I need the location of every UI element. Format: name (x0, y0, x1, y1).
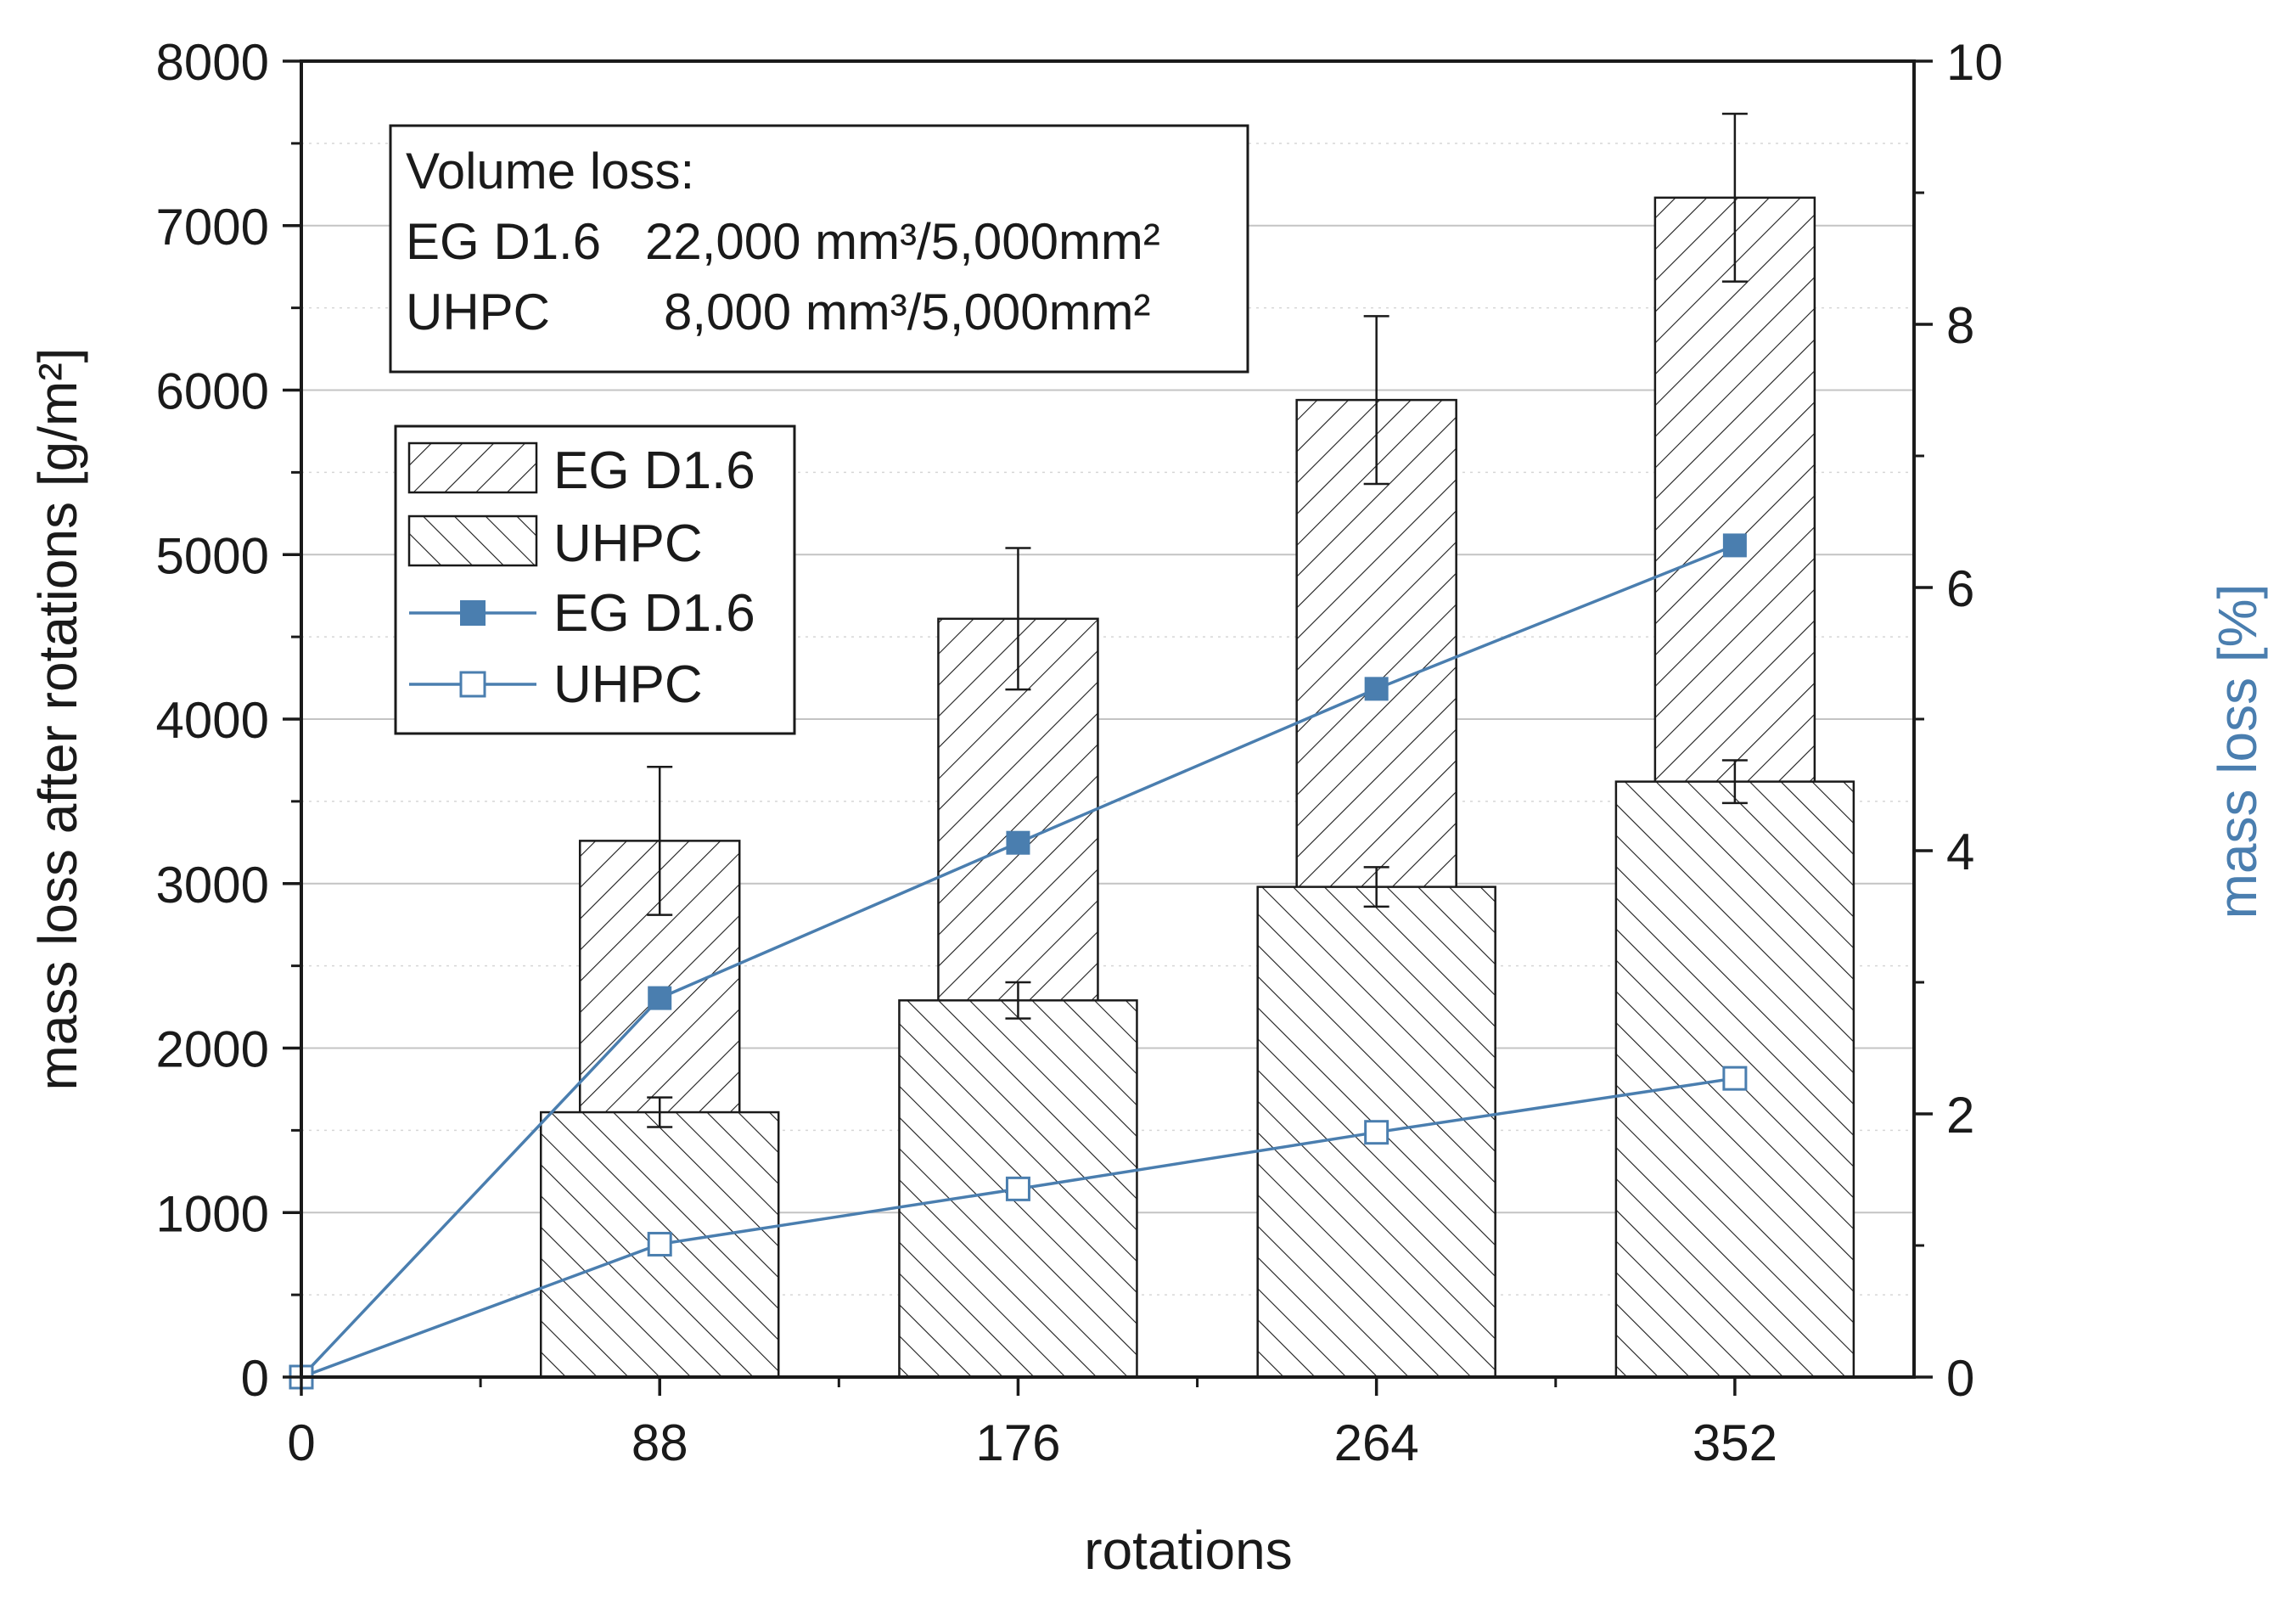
annotation-label-uhpc: UHPC (406, 284, 550, 340)
eg-line-point (648, 986, 672, 1010)
x-tick-label: 264 (1334, 1414, 1419, 1471)
y-tick-label: 6000 (156, 363, 269, 420)
y2-tick-label: 6 (1946, 560, 1974, 617)
x-tick-label: 176 (975, 1414, 1060, 1471)
uhpc-line-point (1005, 1176, 1030, 1201)
line-series (289, 533, 1748, 1390)
uhpc-line-point (1722, 1065, 1748, 1091)
legend: EG D1.6 UHPC EG D1.6 UHPC (394, 424, 796, 735)
y-tick-label: 0 (241, 1350, 269, 1407)
legend-label-uhpc-bar: UHPC (553, 514, 703, 573)
y2-tick-label: 0 (1946, 1350, 1974, 1407)
eg-line-point (1006, 830, 1030, 855)
x-tick-label: 88 (632, 1414, 688, 1471)
legend-swatch-eg-line (409, 600, 536, 626)
y-tick-label: 2000 (156, 1021, 269, 1078)
y-tick-label: 3000 (156, 857, 269, 914)
annotation-value-eg: 22,000 mm³/5,000mm² (645, 213, 1160, 270)
eg-line-point (1364, 677, 1389, 701)
x-tick-label: 352 (1693, 1414, 1777, 1471)
y2-axis-title: mass loss [%] (2207, 584, 2268, 919)
legend-label-eg-bar: EG D1.6 (553, 441, 755, 500)
legend-swatch-uhpc-line (409, 671, 536, 698)
y-axis-title: mass loss after rotations [g/m²] (27, 348, 88, 1091)
annotation-value-uhpc: 8,000 mm³/5,000mm² (664, 284, 1151, 340)
uhpc-line-point (1364, 1120, 1389, 1145)
y2-tick-label: 2 (1946, 1087, 1974, 1144)
annotation-box (389, 124, 1249, 374)
y-tick-label: 4000 (156, 692, 269, 749)
y-tick-label: 7000 (156, 199, 269, 256)
annotation-label-eg: EG D1.6 (406, 213, 601, 270)
axes: 0 1000 2000 3000 4000 5000 6000 7000 8000 0 2 4 6 8 10… (156, 34, 2003, 1471)
legend-swatch-uhpc-bar (407, 514, 538, 567)
legend-label-uhpc-line: UHPC (553, 655, 703, 714)
eg-line-point (1722, 533, 1747, 558)
y-tick-label: 1000 (156, 1185, 269, 1242)
y2-tick-label: 8 (1946, 297, 1974, 354)
y-tick-label: 8000 (156, 34, 269, 91)
y2-tick-label: 10 (1946, 34, 2003, 91)
y2-tick-label: 4 (1946, 824, 1974, 880)
x-tick-label: 0 (287, 1414, 315, 1471)
legend-swatch-eg-bar (407, 441, 538, 494)
annotation-title: Volume loss: (406, 143, 694, 200)
uhpc-line-point (647, 1231, 672, 1257)
y-tick-label: 5000 (156, 527, 269, 584)
volume-loss-annotation: Volume loss: EG D1.6 22,000 mm³/5,000mm²… (389, 124, 1249, 374)
x-axis-title: rotations (1084, 1520, 1292, 1581)
legend-label-eg-line: EG D1.6 (553, 584, 755, 643)
